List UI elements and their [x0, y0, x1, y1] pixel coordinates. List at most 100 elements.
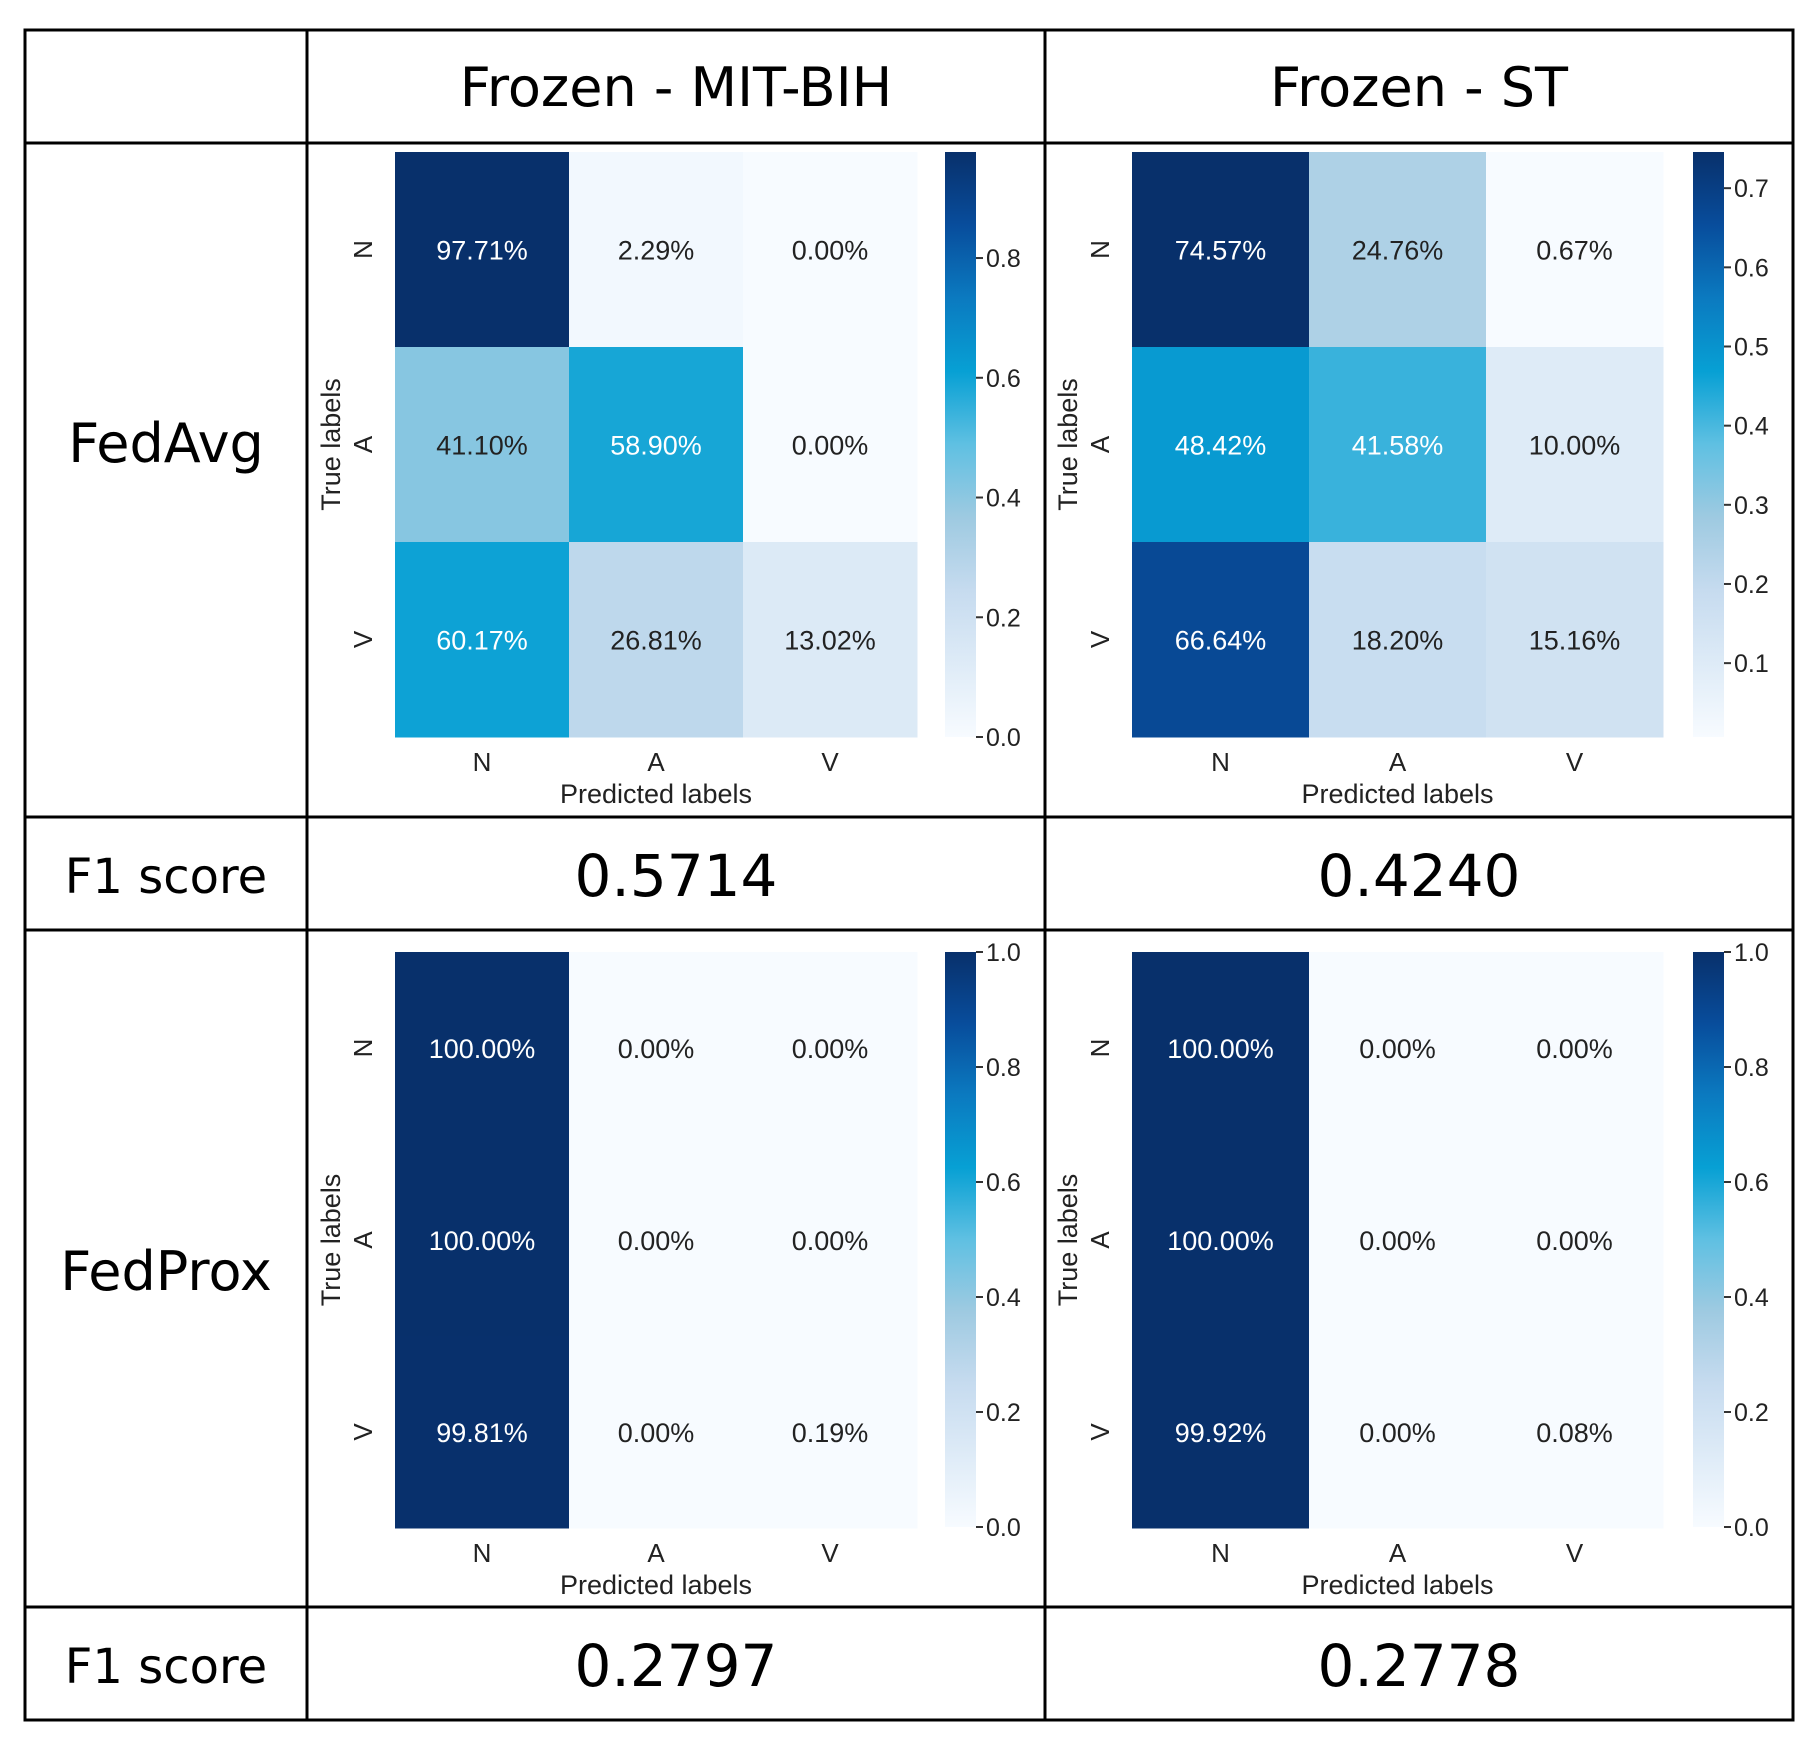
colorbar-tick-label: 0.6 [986, 365, 1021, 393]
cell-value-label: 99.81% [436, 1418, 528, 1448]
y-axis-label: True labels [316, 1174, 346, 1307]
heatmap-cell [569, 347, 744, 543]
heatmap-cell [395, 1144, 570, 1337]
colorbar-tick-label: 0.0 [1734, 1514, 1769, 1542]
heatmap-cell [395, 952, 570, 1145]
table-grid [23, 28, 1795, 1722]
colorbar-tick-label: 0.2 [1734, 1399, 1769, 1427]
heatmap-cell [1309, 952, 1487, 1145]
cell-value-label: 0.00% [792, 1226, 869, 1256]
heatmap-cell [569, 1336, 744, 1529]
y-tick-label: V [348, 1423, 378, 1441]
cell-value-label: 100.00% [429, 1034, 536, 1064]
heatmap-cell [1486, 952, 1664, 1145]
heatmap-cell [1132, 152, 1310, 348]
heatmap-cell [743, 152, 918, 348]
heatmap-cell [395, 152, 570, 348]
cell-value-label: 99.92% [1175, 1418, 1267, 1448]
heatmap-cell [569, 542, 744, 738]
colorbar-tick-label: 0.8 [986, 245, 1021, 273]
x-tick-label: N [1211, 1538, 1230, 1568]
colorbar-tick-label: 0.4 [986, 485, 1021, 513]
y-tick-label: V [1085, 630, 1115, 648]
heatmap-cell [1486, 1336, 1664, 1529]
heatmap-fedprox-mit-bih: 100.00% 0.00% 0.00% 100.00% 0.00% 0.00% 99.81%… [316, 939, 1021, 1600]
x-axis-label: Predicted labels [560, 1570, 752, 1600]
x-tick-label: N [1211, 747, 1230, 777]
heatmap-cell [1309, 1336, 1487, 1529]
cell-value-label: 10.00% [1529, 431, 1621, 461]
colorbar-tick-label: 0.8 [986, 1054, 1021, 1082]
column-header-mit-bih: Frozen - MIT-BIH [460, 56, 892, 119]
cell-value-label: 24.76% [1352, 236, 1444, 266]
column-header-st: Frozen - ST [1270, 56, 1569, 119]
f1-score-label: F1 score [65, 1639, 267, 1695]
colorbar [1693, 952, 1724, 1527]
cell-value-label: 0.19% [792, 1418, 869, 1448]
cell-value-label: 0.00% [792, 1034, 869, 1064]
colorbar-tick-label: 0.2 [986, 1399, 1021, 1427]
colorbar-tick-label: 0.2 [986, 604, 1021, 632]
cell-value-label: 100.00% [429, 1226, 536, 1256]
cell-value-label: 0.00% [618, 1226, 695, 1256]
cell-value-label: 0.67% [1536, 236, 1613, 266]
heatmap-cell [1309, 347, 1487, 543]
cell-value-label: 41.10% [436, 431, 528, 461]
heatmap-cell [395, 542, 570, 738]
row-label-fedprox: FedProx [60, 1240, 272, 1303]
y-tick-label: V [348, 630, 378, 648]
y-tick-label: N [1085, 1039, 1115, 1058]
colorbar-tick-label: 0.7 [1734, 175, 1769, 203]
row-label-fedavg: FedAvg [68, 412, 264, 475]
colorbar [945, 152, 976, 737]
cell-value-label: 0.00% [618, 1418, 695, 1448]
x-tick-label: A [1389, 1538, 1407, 1568]
y-axis-label: True labels [1053, 378, 1083, 511]
f1-value-fedprox-mit-bih: 0.2797 [575, 1632, 778, 1700]
f1-value-fedavg-mit-bih: 0.5714 [575, 842, 778, 910]
f1-value-fedavg-st: 0.4240 [1318, 842, 1521, 910]
colorbar-tick-label: 0.4 [986, 1284, 1021, 1312]
cell-value-label: 97.71% [436, 236, 528, 266]
cell-value-label: 15.16% [1529, 626, 1621, 656]
y-tick-label: A [1085, 1231, 1115, 1249]
y-tick-label: N [348, 1039, 378, 1058]
heatmap-cell [395, 1336, 570, 1529]
colorbar-tick-label: 0.0 [986, 1514, 1021, 1542]
cell-value-label: 0.00% [618, 1034, 695, 1064]
x-tick-label: A [1389, 747, 1407, 777]
x-tick-label: A [647, 747, 665, 777]
y-tick-label: A [348, 435, 378, 453]
cell-value-label: 13.02% [784, 626, 876, 656]
heatmap-cell [1486, 347, 1664, 543]
cell-value-label: 66.64% [1175, 626, 1267, 656]
cell-value-label: 0.00% [1536, 1226, 1613, 1256]
cell-value-label: 60.17% [436, 626, 528, 656]
heatmap-cell [569, 952, 744, 1145]
heatmap-cell [1132, 1144, 1310, 1337]
x-tick-label: N [473, 747, 492, 777]
heatmap-fedavg-st: 74.57% 24.76% 0.67% 48.42% 41.58% 10.00% 66.64… [1053, 152, 1769, 809]
x-axis-label: Predicted labels [1301, 1570, 1493, 1600]
y-tick-label: A [348, 1231, 378, 1249]
y-tick-label: V [1085, 1423, 1115, 1441]
heatmap-cell [743, 347, 918, 543]
cell-value-label: 26.81% [610, 626, 702, 656]
colorbar [1693, 152, 1724, 737]
cell-value-label: 41.58% [1352, 431, 1444, 461]
y-axis-label: True labels [1053, 1174, 1083, 1307]
colorbar-tick-label: 0.1 [1734, 650, 1769, 678]
cell-value-label: 100.00% [1167, 1034, 1274, 1064]
f1-score-label: F1 score [65, 849, 267, 905]
y-tick-label: N [1085, 240, 1115, 259]
colorbar-tick-label: 0.4 [1734, 1284, 1769, 1312]
heatmap-cell [1132, 542, 1310, 738]
colorbar-tick-label: 1.0 [1734, 939, 1769, 967]
x-tick-label: A [647, 1538, 665, 1568]
heatmap-cell [395, 347, 570, 543]
cell-value-label: 48.42% [1175, 431, 1267, 461]
cell-value-label: 0.00% [792, 236, 869, 266]
y-tick-label: A [1085, 435, 1115, 453]
f1-value-fedprox-st: 0.2778 [1318, 1632, 1521, 1700]
